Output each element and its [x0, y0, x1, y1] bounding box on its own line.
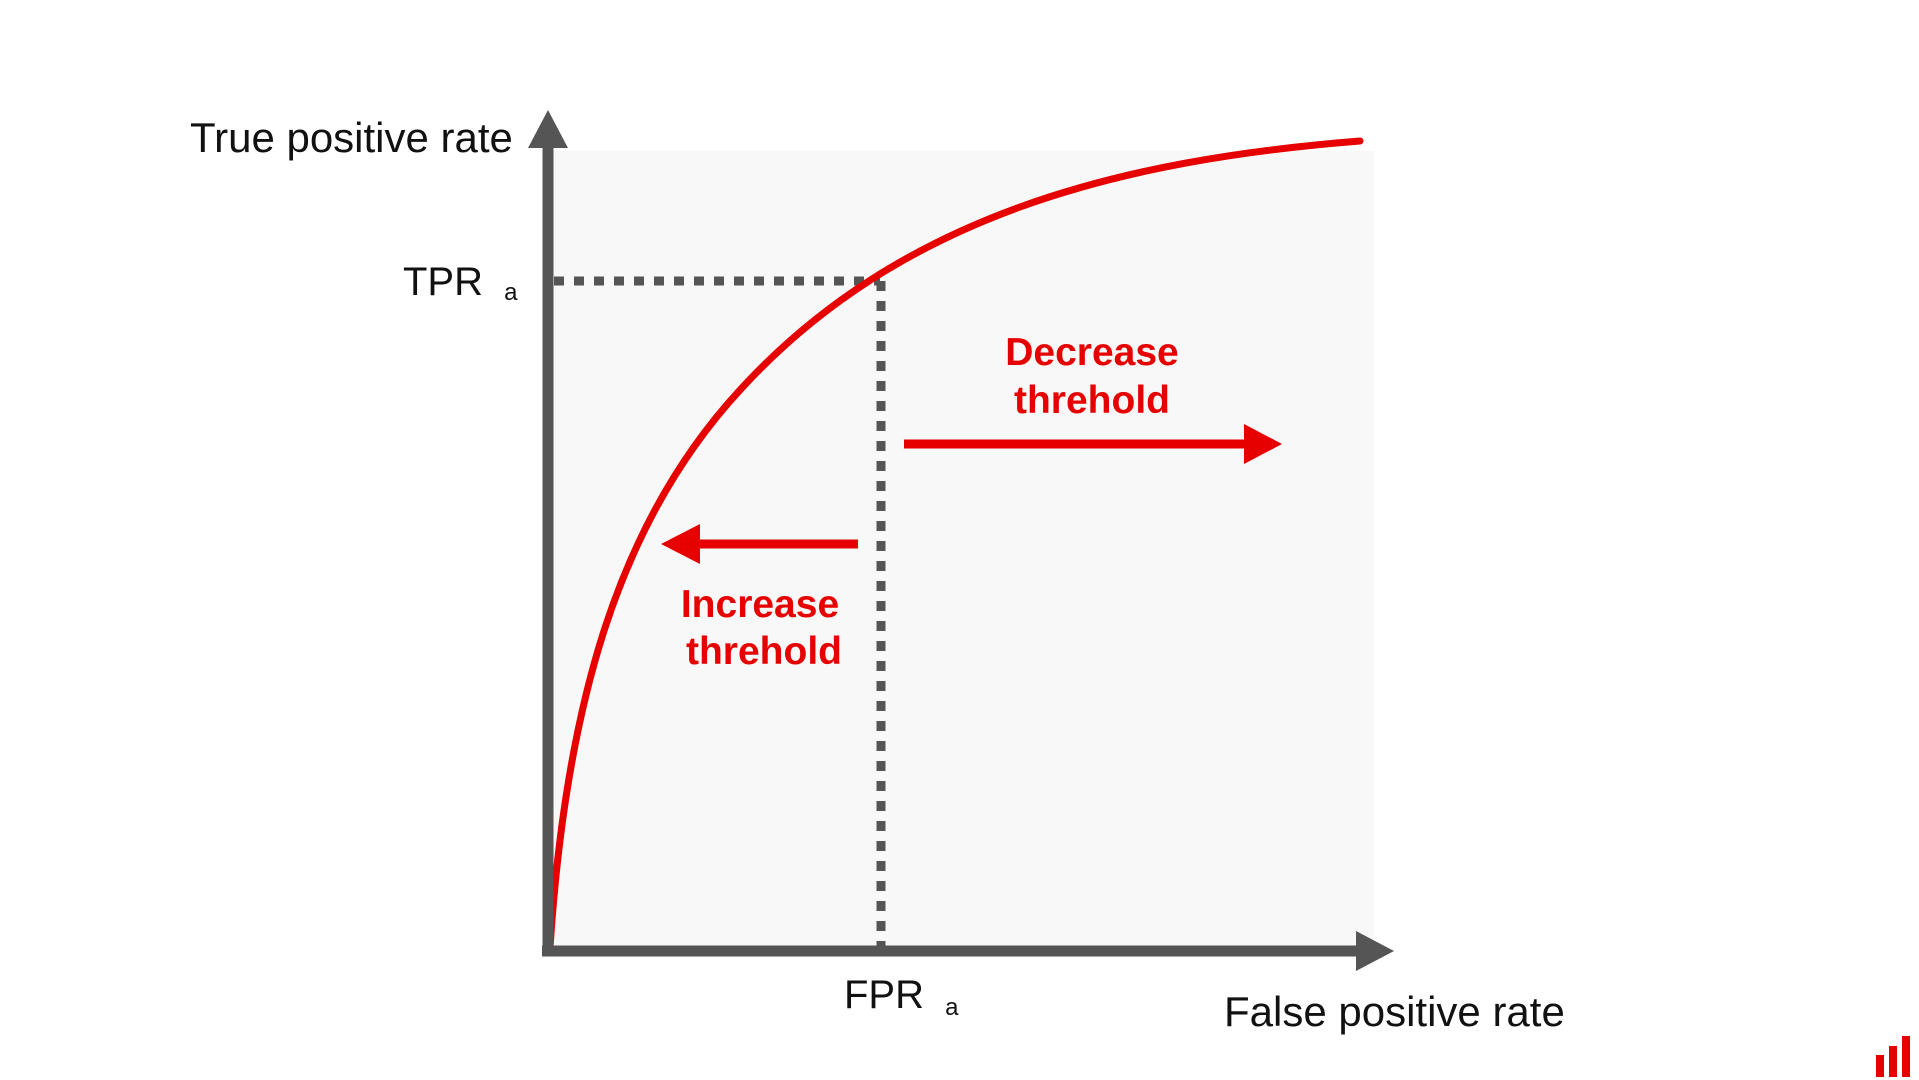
decrease-threshold-line1: Decrease: [1005, 331, 1178, 374]
bar-chart-logo-icon: [1876, 1036, 1910, 1077]
fpr-marker-text: FPR: [844, 973, 924, 1017]
x-axis-label: False positive rate: [1224, 988, 1565, 1035]
fpr-marker-subscript: a: [945, 994, 959, 1021]
increase-threshold-line2: threhold: [686, 630, 842, 673]
tpr-marker-subscript: a: [504, 279, 518, 306]
plot-area: [547, 151, 1374, 951]
fpr-marker-label: FPR a: [844, 973, 959, 1021]
y-axis-arrowhead: [528, 110, 568, 148]
tpr-marker-text: TPR: [403, 260, 483, 304]
decrease-threshold-arrowhead: [1244, 424, 1282, 464]
x-axis-arrowhead: [1356, 931, 1394, 971]
increase-threshold-line1: Increase: [681, 583, 839, 626]
roc-curve: [546, 137, 1364, 952]
increase-threshold-arrowhead: [661, 524, 700, 564]
y-axis-label: True positive rate: [190, 114, 513, 161]
tpr-marker-label: TPR a: [403, 260, 518, 306]
decrease-threshold-line2: threhold: [1014, 379, 1170, 422]
